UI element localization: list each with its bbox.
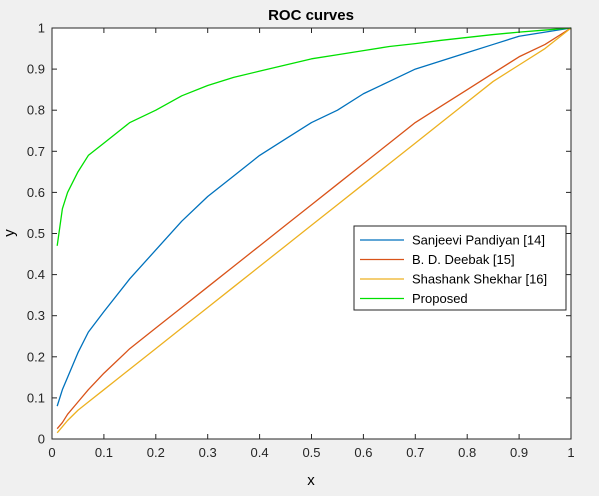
series-lines <box>56 27 572 434</box>
chart-title: ROC curves <box>268 7 354 24</box>
y-tick-label: 0.7 <box>27 144 45 159</box>
x-tick-label: 0.5 <box>302 445 320 460</box>
x-tick-label: 0.3 <box>199 445 217 460</box>
y-axis-label: y <box>1 229 18 237</box>
x-tick-label: 1 <box>567 445 574 460</box>
x-tick-label: 0.7 <box>406 445 424 460</box>
y-tick-label: 0.5 <box>27 226 45 241</box>
y-tick-label: 0.2 <box>27 349 45 364</box>
series-line-1 <box>56 27 572 407</box>
x-tick-label: 0.6 <box>354 445 372 460</box>
y-tick-label: 0.4 <box>27 267 45 282</box>
series-line-3 <box>56 27 572 434</box>
x-tick-label: 0.8 <box>458 445 476 460</box>
legend-label: Sanjeevi Pandiyan [14] <box>412 233 545 248</box>
y-tick-label: 0.9 <box>27 62 45 77</box>
series-line-2 <box>56 27 572 430</box>
x-tick-label: 0 <box>48 445 55 460</box>
x-tick-label: 0.2 <box>147 445 165 460</box>
y-tick-label: 0.3 <box>27 308 45 323</box>
legend-label: B. D. Deebak [15] <box>412 252 515 267</box>
x-tick-label: 0.1 <box>95 445 113 460</box>
y-tick-label: 1 <box>38 21 45 36</box>
x-tick-label: 0.4 <box>251 445 269 460</box>
legend-label: Proposed <box>412 291 468 306</box>
y-tick-label: 0 <box>38 432 45 447</box>
x-axis-label: x <box>307 472 315 489</box>
y-tick-label: 0.6 <box>27 185 45 200</box>
axes-ticks: 0 0.1 0.2 0.3 0.4 0.5 0.6 0.7 0.8 0.9 1 0 0.1 0.2 0.3 0… <box>27 21 575 461</box>
x-tick-label: 0.9 <box>510 445 528 460</box>
y-tick-label: 0.8 <box>27 103 45 118</box>
legend: Sanjeevi Pandiyan [14] B. D. Deebak [15] S… <box>353 225 567 311</box>
y-tick-label: 0.1 <box>27 390 45 405</box>
legend-label: Shashank Shekhar [16] <box>412 272 547 287</box>
series-line-4 <box>56 27 572 246</box>
